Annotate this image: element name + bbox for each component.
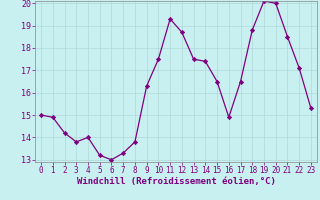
X-axis label: Windchill (Refroidissement éolien,°C): Windchill (Refroidissement éolien,°C) <box>76 177 276 186</box>
